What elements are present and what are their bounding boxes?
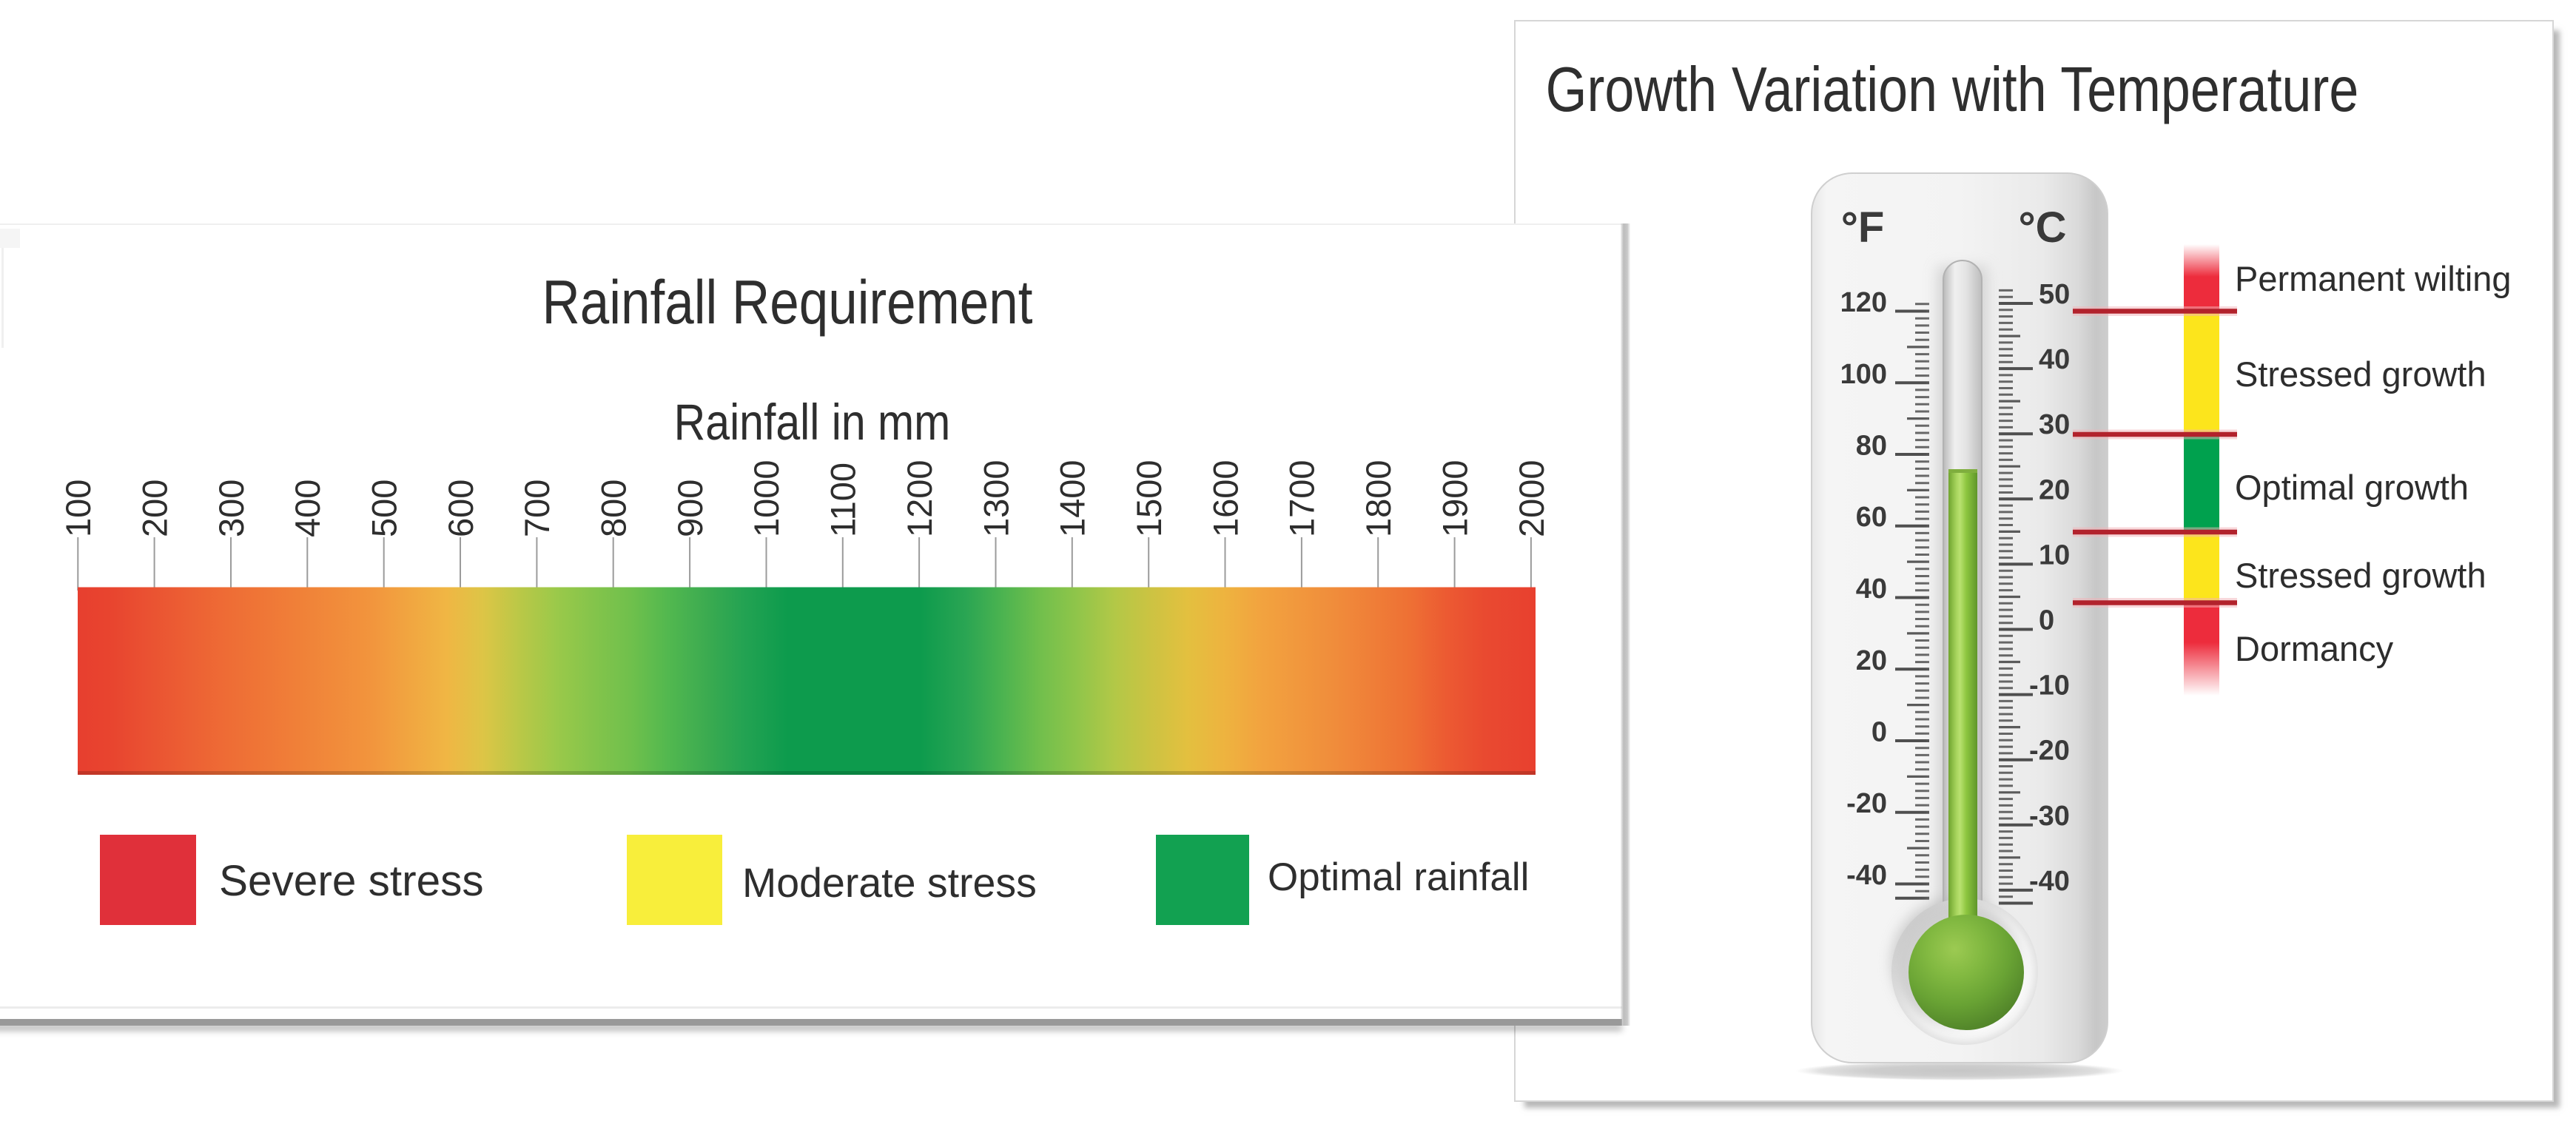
svg-text:1500: 1500 — [1129, 460, 1168, 537]
svg-text:200: 200 — [135, 480, 174, 537]
svg-text:20: 20 — [2039, 474, 2070, 505]
svg-text:°C: °C — [2018, 204, 2066, 252]
svg-text:°F: °F — [1841, 204, 1885, 252]
svg-text:1400: 1400 — [1053, 460, 1092, 537]
svg-text:30: 30 — [2039, 409, 2070, 440]
svg-text:20: 20 — [1856, 645, 1887, 676]
svg-text:40: 40 — [2039, 344, 2070, 375]
svg-text:60: 60 — [1856, 502, 1887, 533]
svg-text:Optimal growth: Optimal growth — [2235, 468, 2469, 507]
svg-text:-20: -20 — [1846, 788, 1887, 819]
svg-text:700: 700 — [517, 480, 556, 537]
svg-text:Optimal rainfall: Optimal rainfall — [1268, 855, 1529, 899]
svg-text:100: 100 — [1840, 359, 1887, 390]
svg-text:600: 600 — [441, 480, 480, 537]
svg-text:-10: -10 — [2029, 670, 2070, 702]
svg-text:300: 300 — [212, 480, 251, 537]
svg-text:Stressed growth: Stressed growth — [2235, 354, 2486, 394]
svg-text:0: 0 — [1872, 717, 1887, 748]
svg-text:120: 120 — [1840, 287, 1887, 318]
svg-text:1900: 1900 — [1435, 460, 1474, 537]
svg-text:Permanent wilting: Permanent wilting — [2235, 259, 2512, 298]
svg-text:Moderate stress: Moderate stress — [742, 860, 1037, 906]
svg-text:800: 800 — [594, 480, 633, 537]
svg-text:1000: 1000 — [747, 460, 786, 537]
svg-text:50: 50 — [2039, 279, 2070, 310]
svg-text:10: 10 — [2039, 539, 2070, 571]
svg-text:1600: 1600 — [1205, 460, 1245, 537]
svg-text:-40: -40 — [2029, 866, 2070, 897]
svg-text:1200: 1200 — [900, 460, 939, 537]
svg-text:100: 100 — [58, 480, 98, 537]
svg-text:Rainfall Requirement: Rainfall Requirement — [542, 269, 1033, 337]
svg-text:400: 400 — [288, 480, 327, 537]
svg-text:500: 500 — [365, 480, 404, 537]
svg-text:Rainfall in mm: Rainfall in mm — [674, 394, 951, 451]
svg-text:0: 0 — [2039, 605, 2054, 636]
svg-text:1300: 1300 — [976, 460, 1015, 537]
svg-text:Severe stress: Severe stress — [219, 857, 484, 905]
svg-text:-20: -20 — [2029, 736, 2070, 767]
svg-text:-30: -30 — [2029, 801, 2070, 832]
svg-text:2000: 2000 — [1512, 460, 1551, 537]
svg-text:1700: 1700 — [1282, 460, 1322, 537]
svg-text:Growth Variation with Temperat: Growth Variation with Temperature — [1546, 54, 2359, 124]
svg-text:1800: 1800 — [1359, 460, 1398, 537]
svg-text:40: 40 — [1856, 574, 1887, 605]
svg-text:80: 80 — [1856, 431, 1887, 462]
svg-text:900: 900 — [670, 480, 710, 537]
svg-text:1100: 1100 — [824, 463, 863, 537]
svg-text:-40: -40 — [1846, 860, 1887, 891]
svg-text:Stressed growth: Stressed growth — [2235, 556, 2486, 595]
svg-text:Dormancy: Dormancy — [2235, 629, 2394, 668]
